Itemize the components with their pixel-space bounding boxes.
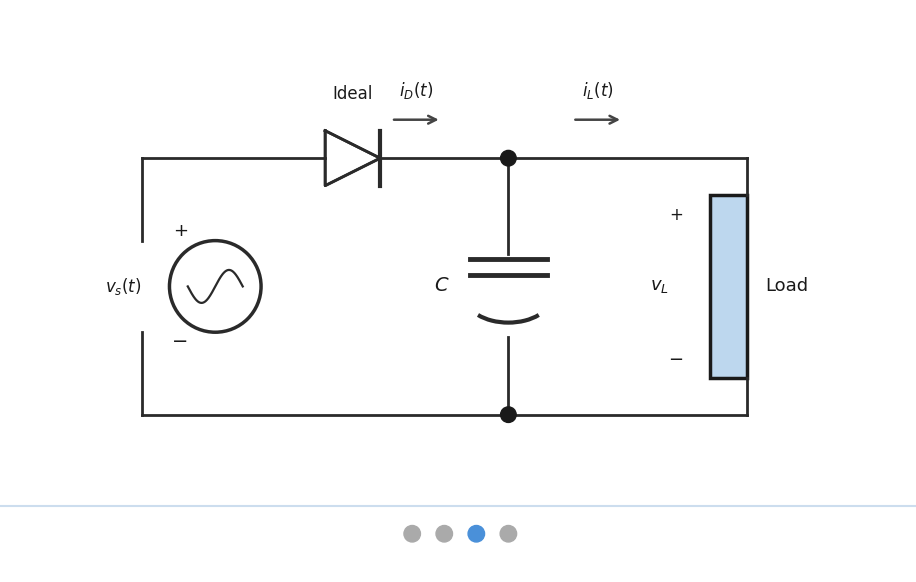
Circle shape: [404, 526, 420, 542]
Circle shape: [500, 526, 517, 542]
Bar: [710, 195, 747, 378]
Text: Ideal: Ideal: [333, 85, 373, 103]
Text: −: −: [669, 351, 683, 369]
Text: +: +: [669, 206, 683, 224]
Text: −: −: [172, 332, 189, 351]
Polygon shape: [325, 131, 380, 186]
Text: +: +: [173, 222, 188, 240]
Circle shape: [436, 526, 453, 542]
Text: $v_s(t)$: $v_s(t)$: [105, 276, 142, 297]
Circle shape: [500, 407, 517, 423]
Circle shape: [500, 150, 517, 166]
Text: $C$: $C$: [434, 278, 450, 296]
Circle shape: [468, 526, 485, 542]
Text: $i_L(t)$: $i_L(t)$: [582, 80, 614, 101]
Text: $v_L$: $v_L$: [650, 278, 669, 296]
Text: $i_D(t)$: $i_D(t)$: [399, 80, 433, 101]
Text: Load: Load: [765, 278, 808, 296]
